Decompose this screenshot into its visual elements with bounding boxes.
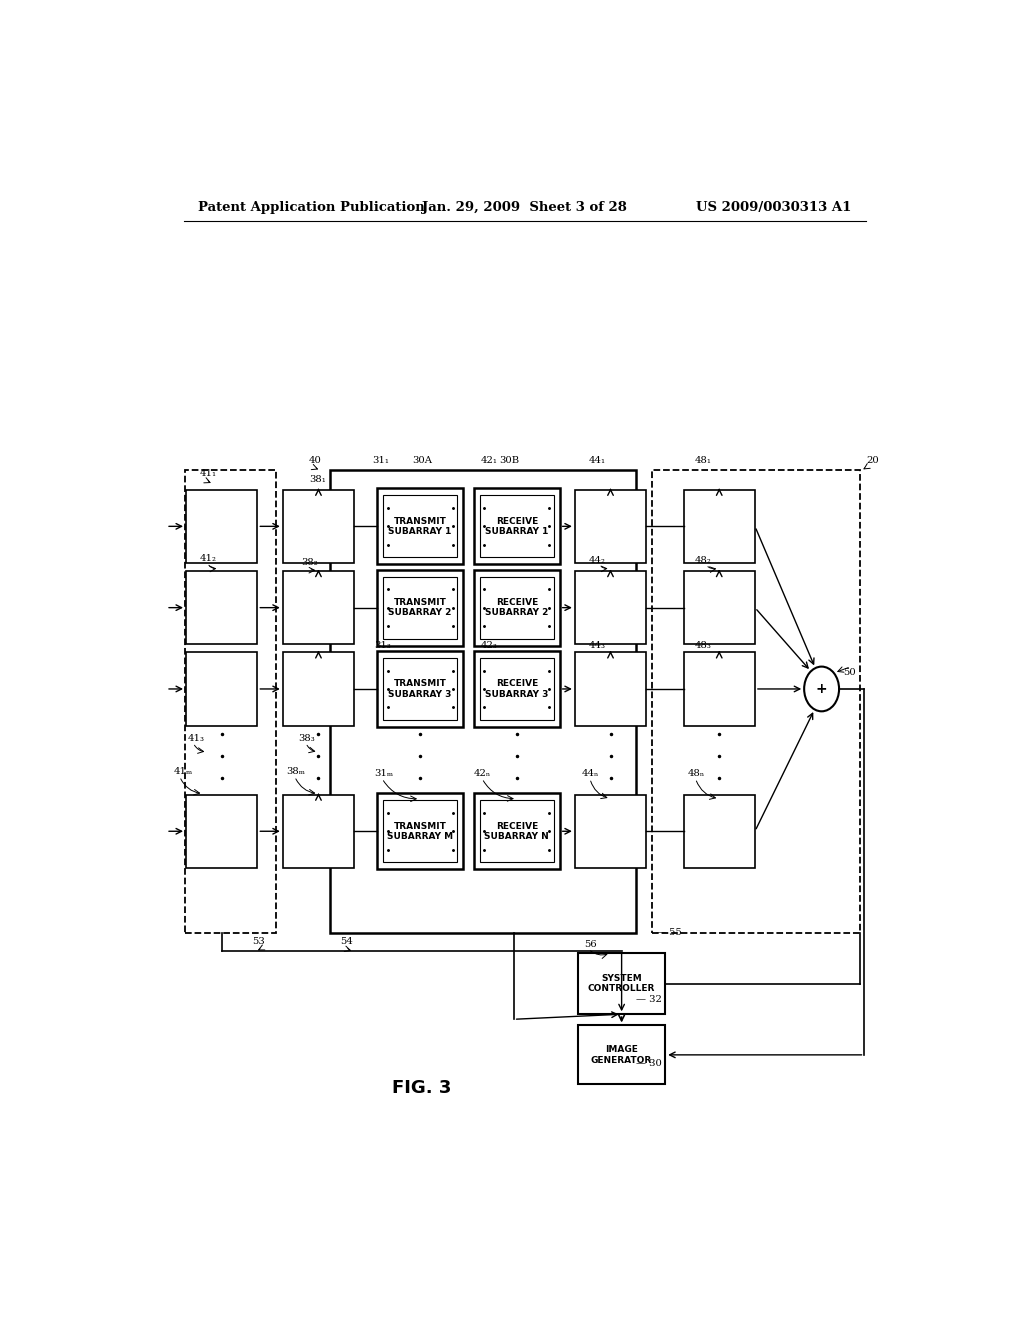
Bar [377, 569, 463, 645]
Bar [283, 652, 354, 726]
Text: IMAGE
GENERATOR: IMAGE GENERATOR [591, 1045, 652, 1064]
Text: 42ₙ: 42ₙ [474, 770, 492, 779]
Text: 38₂: 38₂ [301, 558, 317, 568]
Text: 41ₘ: 41ₘ [173, 767, 193, 776]
Bar [578, 1026, 666, 1084]
Bar [479, 577, 554, 639]
Bar [186, 795, 257, 867]
Text: — 30: — 30 [636, 1059, 662, 1068]
Text: — 55: — 55 [655, 928, 682, 937]
Bar [283, 572, 354, 644]
Text: RECEIVE
SUBARRAY 3: RECEIVE SUBARRAY 3 [485, 680, 549, 698]
Text: FIG. 3: FIG. 3 [392, 1080, 452, 1097]
Text: TRANSMIT
SUBARRAY 2: TRANSMIT SUBARRAY 2 [388, 598, 452, 618]
Text: 42₃: 42₃ [480, 642, 498, 651]
Text: 44₁: 44₁ [588, 457, 605, 466]
Bar [377, 651, 463, 727]
Bar [684, 652, 755, 726]
Bar [574, 490, 646, 562]
Bar [474, 793, 560, 870]
Text: 54: 54 [341, 937, 353, 946]
Text: US 2009/0030313 A1: US 2009/0030313 A1 [696, 201, 852, 214]
Text: 53: 53 [253, 937, 265, 946]
Text: 56: 56 [585, 940, 597, 949]
Bar [474, 651, 560, 727]
Bar [474, 569, 560, 645]
Text: 48ₙ: 48ₙ [687, 770, 705, 779]
Text: 31₁: 31₁ [373, 457, 389, 466]
Text: Patent Application Publication: Patent Application Publication [198, 201, 425, 214]
Text: 41₁: 41₁ [200, 469, 216, 478]
Text: 38ₘ: 38ₘ [287, 767, 306, 776]
Bar [574, 652, 646, 726]
Bar [578, 953, 666, 1014]
Text: 48₃: 48₃ [694, 642, 712, 651]
Text: SYSTEM
CONTROLLER: SYSTEM CONTROLLER [588, 974, 655, 994]
Text: Jan. 29, 2009  Sheet 3 of 28: Jan. 29, 2009 Sheet 3 of 28 [422, 201, 628, 214]
Bar [574, 795, 646, 867]
Bar [186, 490, 257, 562]
Bar [186, 652, 257, 726]
Bar [283, 490, 354, 562]
Text: 48₁: 48₁ [694, 457, 712, 466]
Text: 38₃: 38₃ [299, 734, 315, 743]
Bar [383, 657, 458, 719]
Bar [377, 488, 463, 565]
Text: 48₂: 48₂ [694, 556, 712, 565]
Bar [383, 800, 458, 862]
Bar [383, 577, 458, 639]
Bar [479, 657, 554, 719]
Text: RECEIVE
SUBARRAY 2: RECEIVE SUBARRAY 2 [485, 598, 549, 618]
Text: 44₃: 44₃ [588, 642, 605, 651]
Bar [684, 490, 755, 562]
Text: 44₂: 44₂ [588, 556, 605, 565]
Bar [479, 495, 554, 557]
Text: 31₃: 31₃ [374, 642, 391, 651]
Text: 50: 50 [843, 668, 856, 677]
Bar [377, 793, 463, 870]
Text: 41₂: 41₂ [200, 554, 216, 562]
Bar [474, 488, 560, 565]
Text: TRANSMIT
SUBARRAY M: TRANSMIT SUBARRAY M [387, 821, 453, 841]
Bar [186, 572, 257, 644]
Text: 30A: 30A [412, 457, 432, 466]
Bar [479, 800, 554, 862]
Text: — 32: — 32 [636, 995, 662, 1005]
Bar [383, 495, 458, 557]
Text: RECEIVE
SUBARRAY N: RECEIVE SUBARRAY N [484, 821, 549, 841]
Text: 42₁: 42₁ [480, 457, 498, 466]
Text: RECEIVE
SUBARRAY 1: RECEIVE SUBARRAY 1 [485, 516, 549, 536]
Bar [574, 572, 646, 644]
Text: +: + [816, 682, 827, 696]
Text: 38₁: 38₁ [309, 475, 326, 483]
Text: 44ₙ: 44ₙ [582, 770, 599, 779]
Text: 30B: 30B [500, 457, 519, 466]
Text: TRANSMIT
SUBARRAY 3: TRANSMIT SUBARRAY 3 [388, 680, 452, 698]
Text: 40: 40 [309, 457, 322, 466]
Bar [331, 470, 636, 933]
Bar [684, 795, 755, 867]
Bar [185, 470, 276, 933]
Bar [684, 572, 755, 644]
Text: 20: 20 [866, 457, 879, 466]
Text: 41₃: 41₃ [187, 734, 205, 743]
Text: TRANSMIT
SUBARRAY 1: TRANSMIT SUBARRAY 1 [388, 516, 452, 536]
Bar [283, 795, 354, 867]
Text: 31ₘ: 31ₘ [374, 770, 393, 779]
Bar [652, 470, 860, 933]
